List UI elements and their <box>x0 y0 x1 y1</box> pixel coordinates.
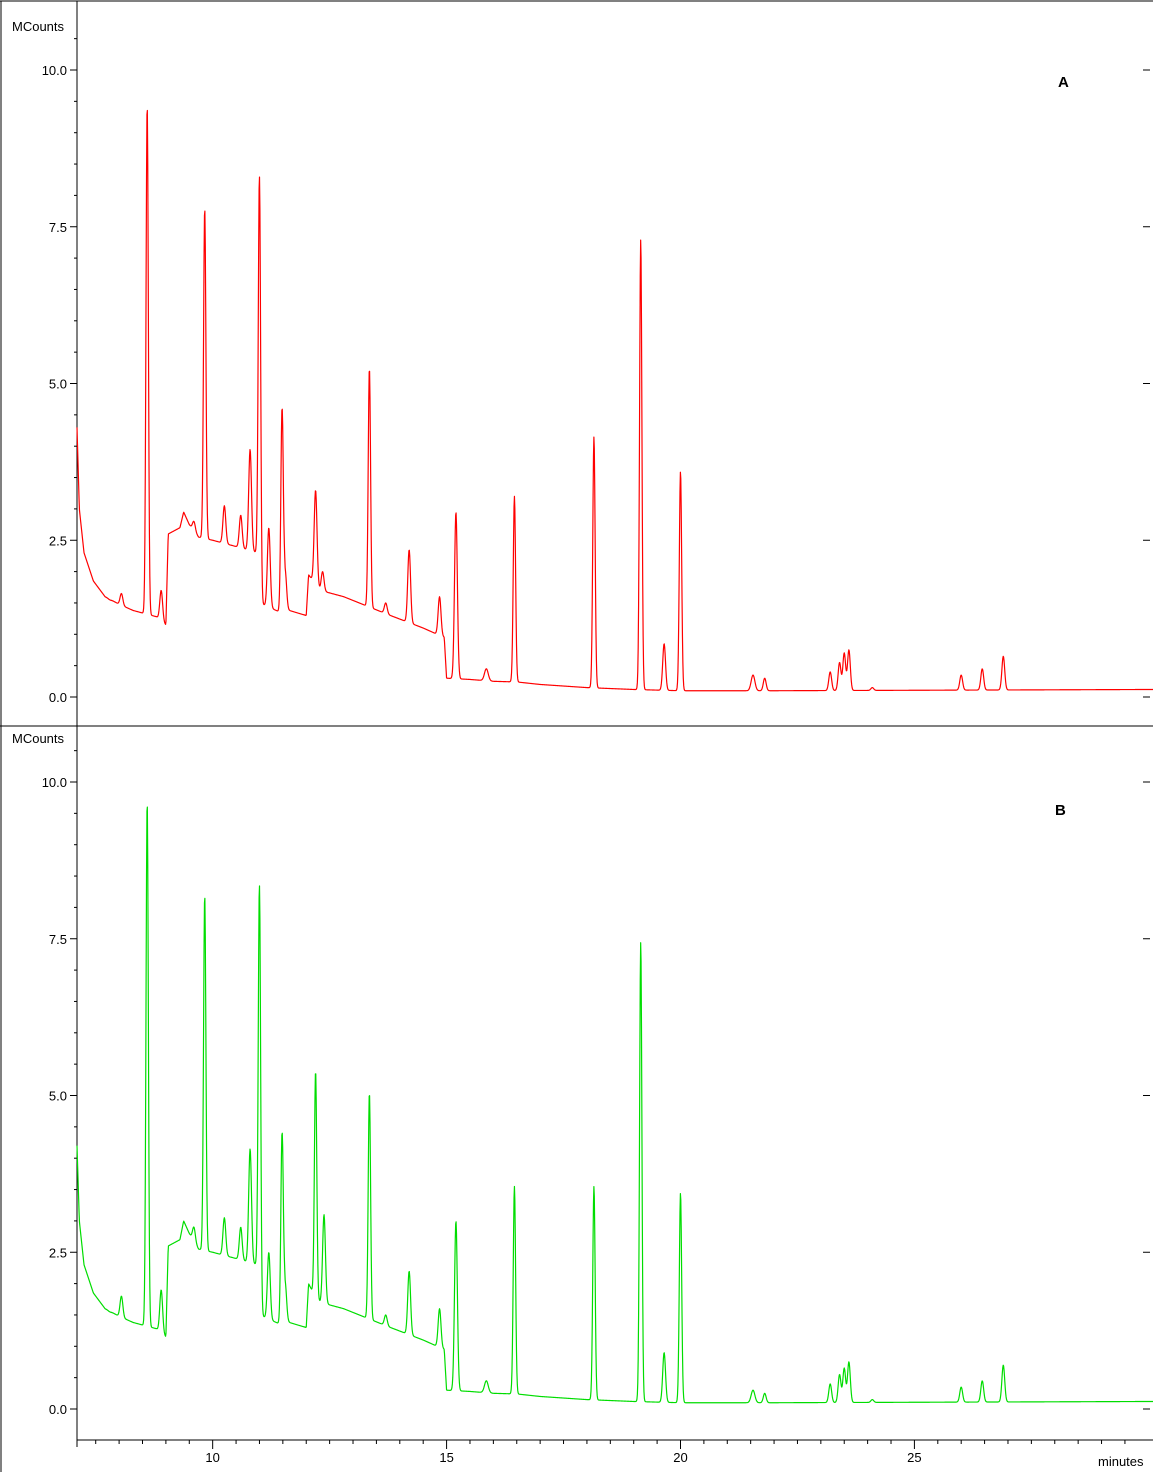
panel-a-trace <box>76 109 1153 692</box>
panel-b-ylabel: MCounts <box>12 731 65 746</box>
panel-a-ytick-label-3: 7.5 <box>49 220 67 235</box>
panel-b-ytick-label-4: 10.0 <box>42 775 67 790</box>
panel-b-xlabel: minutes <box>1098 1454 1144 1469</box>
panel-a-ylabel: MCounts <box>12 19 65 34</box>
panel-b-xtick-label-3: 25 <box>907 1450 921 1465</box>
panel-a: MCounts A 0.0 2.5 5.0 7.5 10.0 <box>0 0 1153 727</box>
panel-b-xtick-label-1: 15 <box>439 1450 453 1465</box>
panel-a-label: A <box>1058 74 1069 91</box>
panel-a-ytick-label-4: 10.0 <box>42 63 67 78</box>
panel-b-label: B <box>1055 802 1066 819</box>
panel-a-ytick-label-2: 5.0 <box>49 377 67 392</box>
panel-a-ytick-label-0: 0.0 <box>49 690 67 705</box>
panel-b-xtick-label-0: 10 <box>205 1450 219 1465</box>
panel-b-right-ticks <box>1143 781 1150 1410</box>
panel-b-xtick-label-2: 20 <box>673 1450 687 1465</box>
panel-b-x-ticks: 10 15 20 25 <box>95 1440 1126 1465</box>
panel-b-ytick-label-0: 0.0 <box>49 1402 67 1417</box>
panel-b-trace <box>76 806 1153 1404</box>
panel-b-ytick-label-1: 2.5 <box>49 1245 67 1260</box>
panel-a-right-ticks <box>1143 69 1150 698</box>
panel-b-ytick-label-3: 7.5 <box>49 932 67 947</box>
panel-b: MCounts B minutes 0.0 2.5 5.0 7.5 10.0 10 15 2… <box>0 726 1153 1472</box>
panel-a-ytick-label-1: 2.5 <box>49 533 67 548</box>
panel-b-ytick-label-2: 5.0 <box>49 1089 67 1104</box>
panel-a-y-ticks: 0.0 2.5 5.0 7.5 10.0 <box>42 38 77 705</box>
panel-b-y-ticks: 0.0 2.5 5.0 7.5 10.0 <box>42 750 77 1417</box>
